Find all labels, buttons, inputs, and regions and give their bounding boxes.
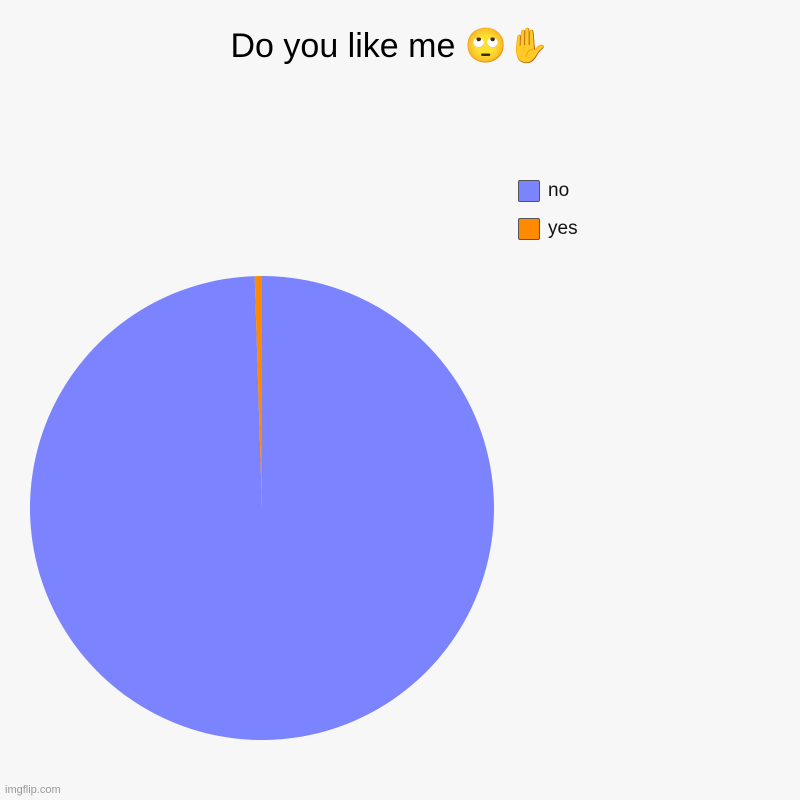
chart-title: Do you like me 🙄✋: [230, 27, 550, 65]
legend-label-no: no: [548, 180, 570, 201]
legend-swatch-yes: [518, 218, 540, 240]
legend-item-yes: yes: [518, 218, 578, 240]
legend-item-no: no: [518, 180, 569, 202]
pie-slice-yes: [254, 276, 262, 508]
pie-slice-no: [29, 276, 494, 741]
legend-swatch-no: [518, 180, 540, 202]
watermark: imgflip.com: [5, 784, 61, 796]
legend-label-yes: yes: [548, 218, 578, 239]
